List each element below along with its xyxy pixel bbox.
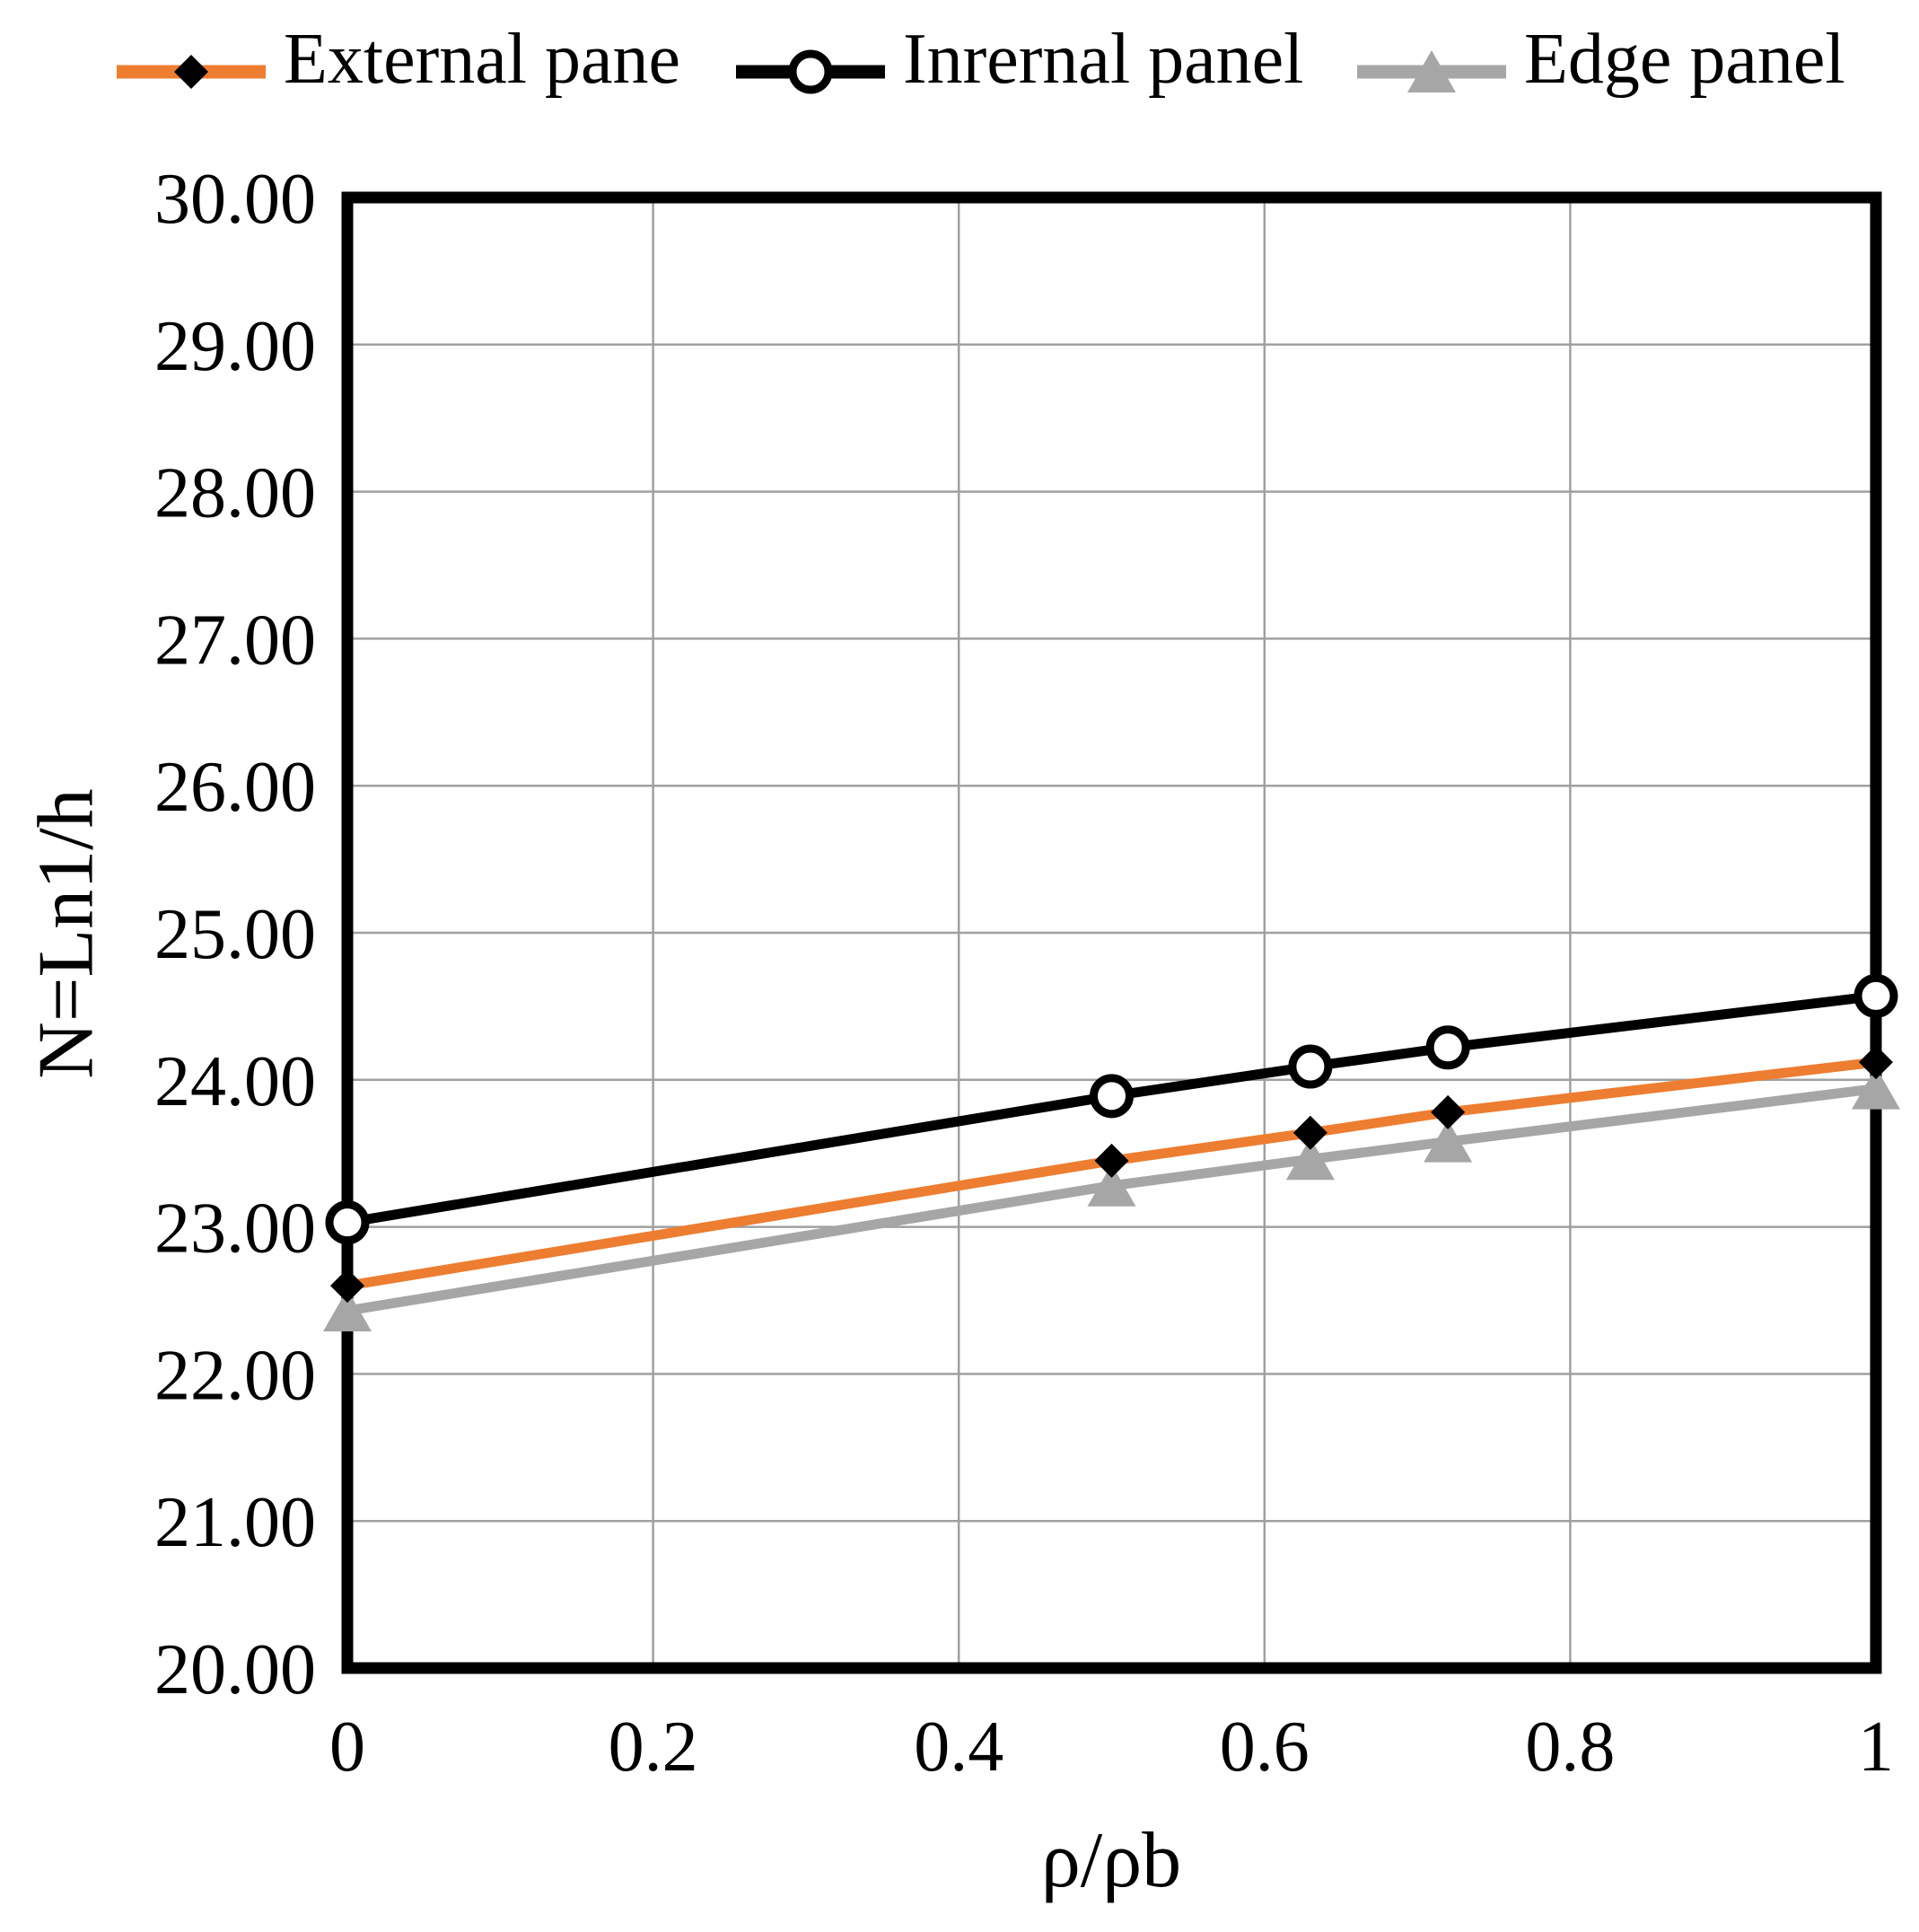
marker-circle-open: [1425, 1025, 1470, 1070]
legend-label-edge-panel: Edge panel: [1524, 20, 1845, 99]
y-tick-label: 22.00: [154, 1336, 316, 1415]
x-tick-label: 0.2: [609, 1708, 698, 1787]
marker-circle-open: [1288, 1044, 1333, 1089]
x-tick-label: 1: [1858, 1708, 1894, 1787]
legend-item-internal-panel: Inrernal panel: [734, 16, 1303, 102]
legend-label-internal-panel: Inrernal panel: [903, 20, 1304, 99]
marker-circle-open: [788, 49, 833, 94]
plot-border: [341, 191, 1882, 1674]
y-tick-label: 29.00: [154, 307, 316, 386]
marker-diamond: [1094, 1143, 1129, 1178]
y-tick-label: 30.00: [154, 160, 316, 239]
y-tick-label: 21.00: [154, 1483, 316, 1562]
legend-item-external-pane: External pane: [115, 16, 680, 102]
marker-diamond: [1859, 1045, 1893, 1080]
marker-circle-open: [325, 1200, 370, 1245]
marker-diamond: [174, 55, 208, 89]
y-tick-label: 20.00: [154, 1630, 316, 1709]
marker-triangle: [323, 1288, 372, 1331]
x-tick-label: 0.8: [1525, 1708, 1615, 1787]
legend-swatch-triangle-icon: [1357, 50, 1506, 92]
marker-triangle: [1852, 1067, 1900, 1110]
y-tick-label: 28.00: [154, 454, 316, 533]
x-axis-title: ρ/ρb: [1040, 1817, 1182, 1904]
marker-triangle: [1407, 50, 1456, 92]
marker-triangle: [1424, 1120, 1473, 1163]
legend-item-edge-panel: Edge panel: [1355, 16, 1845, 102]
y-tick-label: 27.00: [154, 601, 316, 680]
y-tick-label: 25.00: [154, 895, 316, 974]
x-tick-label: 0.6: [1220, 1708, 1310, 1787]
legend: External pane Inrernal panel Edge panel: [0, 16, 1919, 106]
y-tick-label: 24.00: [154, 1042, 316, 1121]
marker-triangle: [1087, 1164, 1136, 1207]
y-tick-label: 23.00: [154, 1190, 316, 1269]
y-tick-label: 26.00: [154, 748, 316, 827]
marker-diamond: [330, 1269, 364, 1304]
marker-triangle: [1285, 1137, 1335, 1181]
marker-circle-open: [1853, 973, 1898, 1018]
x-tick-label: 0.4: [914, 1708, 1003, 1787]
legend-swatch-diamond-icon: [117, 55, 266, 89]
legend-swatch-circle-icon: [736, 49, 885, 94]
marker-diamond: [1292, 1115, 1328, 1150]
marker-diamond: [1431, 1094, 1466, 1129]
x-tick-label: 0: [329, 1708, 365, 1787]
legend-label-external-pane: External pane: [284, 20, 680, 99]
marker-circle-open: [1090, 1074, 1134, 1119]
